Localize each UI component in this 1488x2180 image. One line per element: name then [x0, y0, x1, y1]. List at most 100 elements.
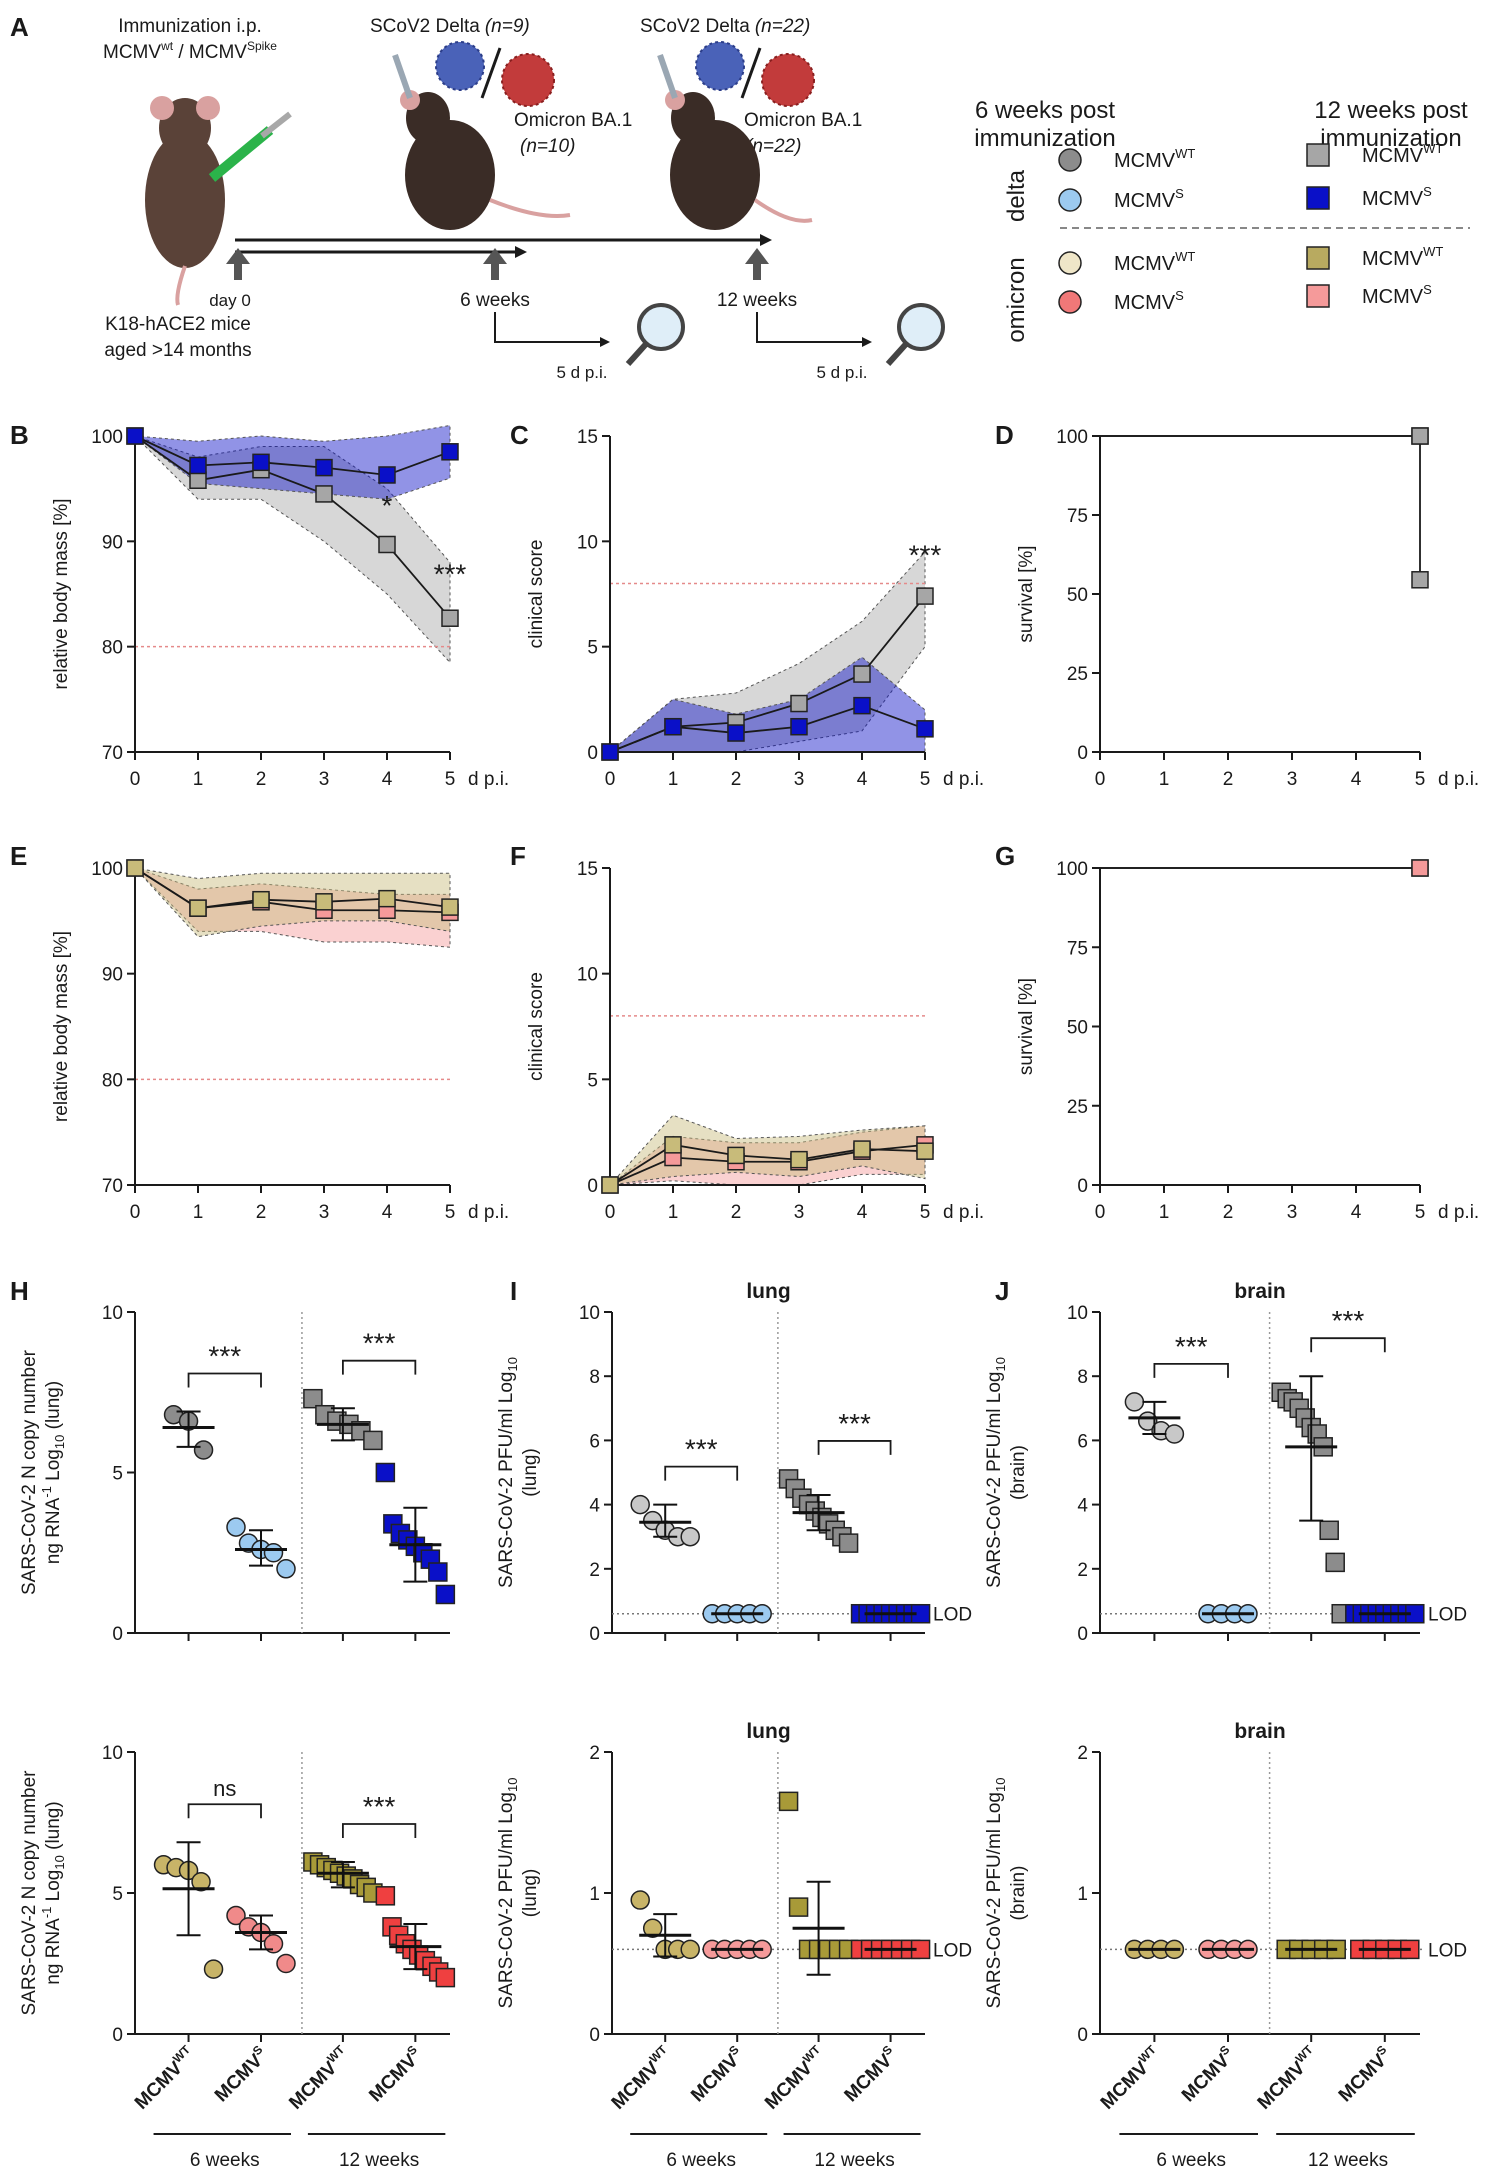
- legend-label-sup: S: [1175, 288, 1184, 303]
- group-label-6wk: 6 weeks: [1156, 2150, 1226, 2171]
- y-tick-label: 5: [587, 638, 598, 659]
- legend-marker-0: [1058, 148, 1082, 172]
- data-point: [680, 1939, 700, 1960]
- data-point: [263, 1543, 284, 1563]
- significance-marker: ***: [909, 540, 942, 571]
- x-category-text: MCMV: [841, 2050, 897, 2106]
- timeline-arrowhead: [760, 234, 772, 246]
- data-point: [441, 609, 459, 627]
- delta-label-2-text: SCoV2 Delta: [640, 16, 750, 37]
- legend-marker-4: [1058, 251, 1082, 275]
- legend-marker-2: [1306, 143, 1330, 167]
- significance-marker: ***: [434, 558, 467, 589]
- data-point: [788, 1897, 809, 1917]
- y-axis-label-line2: (lung): [520, 1869, 541, 1918]
- y-axis-label-part: SARS-CoV-2 N copy number: [19, 1770, 40, 2016]
- panel-letter-b: B: [10, 420, 29, 450]
- panel-letter-g: G: [995, 841, 1015, 871]
- data-point: [252, 890, 270, 909]
- y-tick-label: 0: [112, 2025, 123, 2046]
- data-point: [226, 1905, 246, 1926]
- y-tick-label: 75: [1067, 506, 1088, 527]
- y-axis-label-part: (brain): [1008, 1445, 1029, 1500]
- x-axis-label: d p.i.: [1438, 1202, 1479, 1223]
- y-axis-label-part: 10: [505, 1357, 520, 1371]
- data-point: [916, 1142, 934, 1160]
- chart-title: lung: [746, 1280, 790, 1303]
- legend-label-sup: S: [1175, 186, 1184, 201]
- data-point: [189, 456, 207, 475]
- significance-marker: *: [382, 490, 393, 521]
- data-point: [727, 1146, 745, 1165]
- delta-label-1: SCoV2 Delta (n=9): [370, 16, 530, 37]
- data-point: [1325, 1552, 1345, 1573]
- y-tick-label: 10: [579, 1303, 600, 1324]
- legend-label-text: MCMV: [1114, 150, 1176, 172]
- omicron-n-1: (n=10): [520, 136, 575, 157]
- dpi-label-1: 5 d p.i.: [556, 363, 607, 382]
- syringe-icon: [208, 111, 292, 182]
- panel-letter-d: D: [995, 420, 1014, 450]
- legend-label-text: MCMV: [1362, 145, 1424, 167]
- immunization-virus-label: MCMVwt / MCMVSpike: [103, 39, 277, 63]
- significance-marker: ***: [363, 1328, 396, 1359]
- y-tick-label: 6: [1077, 1431, 1088, 1452]
- x-tick-label: 4: [382, 1202, 393, 1223]
- significance-bracket: [187, 1372, 262, 1388]
- significance-bracket: [664, 1465, 739, 1481]
- data-point: [428, 1562, 448, 1582]
- y-axis-label: clinical score: [526, 972, 547, 1081]
- legend-label-2: MCMVWT: [1362, 141, 1443, 167]
- mice-label-2: aged >14 months: [104, 340, 251, 361]
- lod-label: LOD: [1428, 1605, 1467, 1626]
- panel-letter-a: A: [10, 12, 29, 42]
- y-tick-label: 2: [589, 1560, 600, 1581]
- legend: 6 weeks post immunization 12 weeks post …: [974, 97, 1470, 343]
- legend-label-text: MCMV: [1114, 292, 1176, 314]
- x-category-label: MCMVWT: [129, 2042, 201, 2114]
- y-tick-label: 6: [589, 1431, 600, 1452]
- x-tick-label: 0: [1095, 769, 1106, 790]
- week12-label: 12 weeks: [717, 290, 797, 311]
- panel-letter-e: E: [10, 841, 27, 871]
- x-tick-label: 2: [256, 1202, 267, 1223]
- data-point: [441, 443, 459, 461]
- y-axis-label-part: (lung): [520, 1448, 541, 1497]
- mouse-illustration-immunized: [145, 96, 225, 306]
- legend-label-7: MCMVS: [1362, 282, 1432, 308]
- data-point: [601, 1176, 619, 1194]
- y-tick-label: 15: [577, 427, 598, 448]
- immunization-label: Immunization i.p.: [118, 16, 262, 37]
- immunization-sep: / MCMV: [173, 42, 247, 63]
- significance-bracket: [1310, 1337, 1386, 1353]
- y-axis-label-part: (lung): [43, 1381, 64, 1435]
- data-point: [203, 1959, 224, 1979]
- y-tick-label: 50: [1067, 585, 1088, 606]
- x-tick-label: 2: [731, 1202, 742, 1223]
- y-axis-label-part: -1: [39, 1907, 54, 1919]
- y-axis-label-part: SARS-CoV-2 PFU/ml Log: [496, 1792, 517, 2008]
- y-axis-label: relative body mass [%]: [51, 931, 72, 1122]
- y-tick-label: 0: [589, 2025, 600, 2046]
- x-axis-label: d p.i.: [1438, 769, 1479, 790]
- x-category-text: MCMV: [285, 2058, 341, 2114]
- dpi-branch-2: [756, 312, 862, 343]
- data-point: [790, 694, 808, 713]
- y-tick-label: 0: [1077, 2025, 1088, 2046]
- x-category-text: MCMV: [1254, 2058, 1310, 2114]
- y-tick-label: 25: [1067, 1097, 1088, 1118]
- x-axis-label: d p.i.: [943, 1202, 984, 1223]
- significance-marker: ***: [1332, 1305, 1365, 1336]
- x-tick-label: 4: [857, 1202, 868, 1223]
- immunization-sup2: Spike: [247, 39, 277, 53]
- data-point: [193, 1440, 214, 1460]
- y-axis-label-part: -1: [39, 1486, 54, 1498]
- data-point: [1411, 859, 1429, 877]
- virus-icon-omicron-2: [761, 53, 815, 107]
- legend-label-sup: WT: [1175, 249, 1195, 264]
- virus-icon-delta-2: [695, 41, 745, 91]
- legend-marker-5: [1058, 290, 1082, 314]
- dpi-label-2: 5 d p.i.: [816, 363, 867, 382]
- x-tick-label: 0: [130, 769, 141, 790]
